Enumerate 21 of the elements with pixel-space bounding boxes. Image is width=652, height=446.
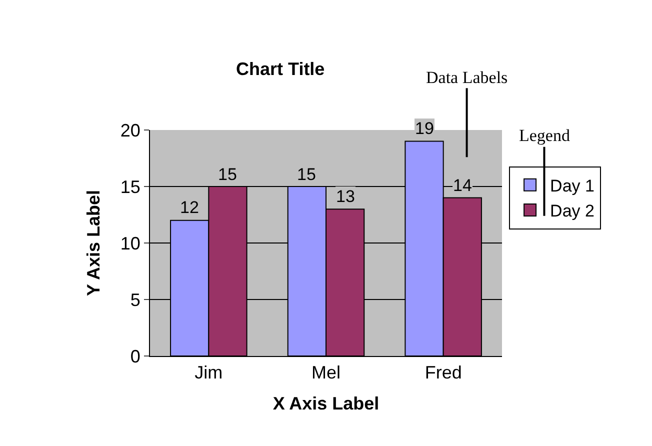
data-label: 15: [218, 165, 237, 184]
x-tick-label: Jim: [194, 362, 223, 383]
y-tick-label: 5: [130, 290, 140, 310]
y-tick-label: 0: [130, 346, 140, 366]
legend-label: Day 1: [550, 176, 594, 196]
data-label: 15: [297, 165, 316, 184]
chart-title: Chart Title: [236, 59, 325, 80]
data-label: 14: [453, 176, 472, 195]
legend-label: Day 2: [550, 202, 594, 221]
text: Data Labels: [426, 68, 508, 87]
data-label: 19: [415, 119, 434, 138]
x-axis-title: X Axis Label: [272, 394, 380, 414]
x-tick-label: Mel: [311, 362, 341, 383]
data-label: 13: [336, 187, 355, 206]
text: Legend: [519, 126, 570, 145]
y-axis-title: Y Axis Label: [84, 190, 104, 296]
x-tick-label: Fred: [424, 362, 462, 383]
y-tick-label: 15: [120, 176, 140, 197]
y-tick-label: 10: [120, 233, 140, 254]
data-label: 12: [180, 198, 199, 217]
y-tick-label: 20: [120, 120, 140, 140]
